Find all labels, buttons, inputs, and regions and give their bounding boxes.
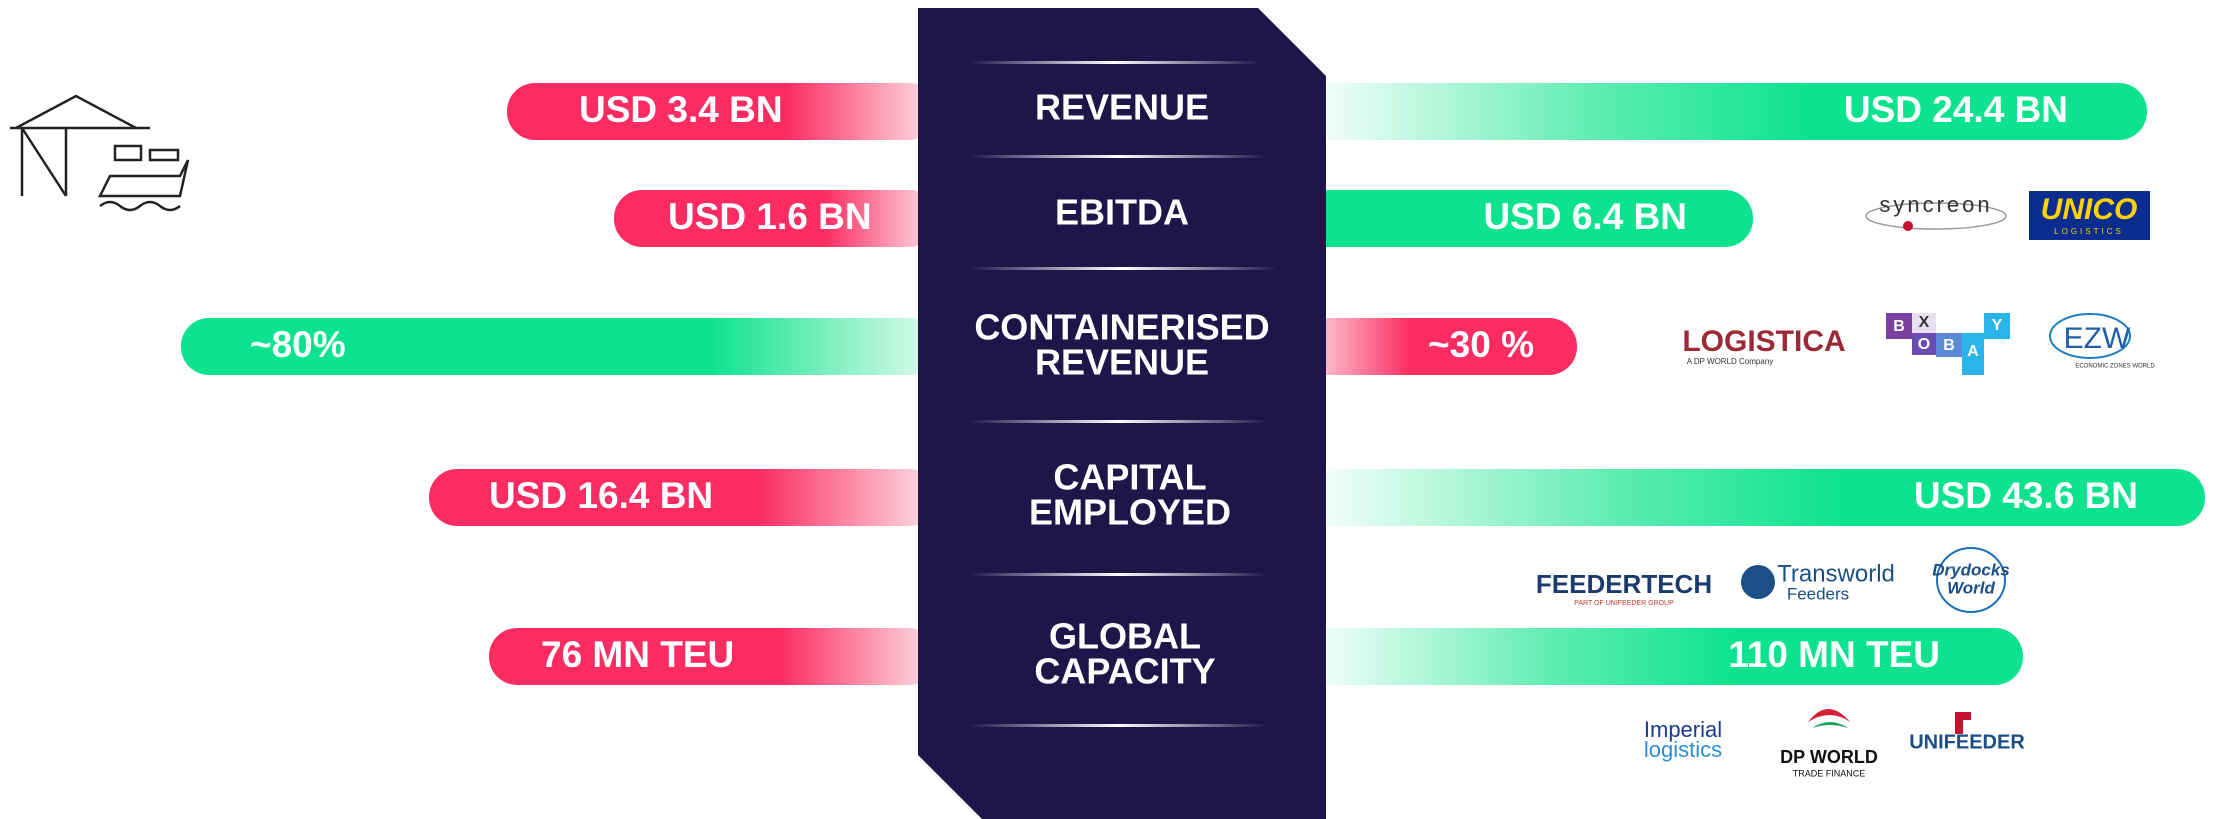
unico-box: [2029, 191, 2150, 240]
left-value: ~80%: [250, 324, 346, 365]
boxbay-cell: [1962, 333, 1984, 375]
left-value: USD 1.6 BN: [668, 196, 872, 237]
dividers: [968, 61, 1278, 727]
logo-imperial: Imperial: [1644, 717, 1722, 742]
left-bar: [507, 83, 937, 140]
logo-drydocks: World: [1947, 578, 1995, 597]
right-bar: [1300, 469, 2205, 526]
logo-transworld-sub: Feeders: [1787, 584, 1849, 603]
logo-feedertech: FEEDERTECH: [1536, 569, 1712, 599]
boxbay-letter: Y: [1992, 317, 2003, 334]
transworld-icon: [1741, 565, 1775, 599]
logo-feedertech-sub: PART OF UNIFEEDER GROUP: [1574, 600, 1674, 607]
logo-boxbay: B O X B A Y: [1886, 313, 2010, 375]
right-bar: [1300, 190, 1753, 247]
logo-unifeeder: UNIFEEDER: [1909, 731, 2025, 753]
boxbay-cell: [1984, 313, 2010, 339]
unifeeder-icon: [1955, 712, 1971, 734]
right-value: USD 6.4 BN: [1483, 196, 1687, 237]
left-bar: [181, 318, 937, 375]
row-label: GLOBAL: [1049, 616, 1201, 657]
right-value: USD 43.6 BN: [1914, 475, 2138, 516]
logo-logistica-sub: A DP WORLD Company: [1687, 357, 1774, 366]
row-label: EMPLOYED: [1029, 492, 1231, 533]
boxbay-letter: B: [1943, 337, 1955, 354]
row-label: EBITDA: [1055, 192, 1189, 233]
boxbay-cell: [1912, 313, 1936, 333]
dpworld-icon: [1808, 709, 1850, 722]
boxbay-cell: [1912, 333, 1936, 355]
logo-logistica: LOGISTICA: [1682, 325, 1845, 358]
row-label: REVENUE: [1035, 87, 1209, 128]
syncreon-dot: [1903, 221, 1913, 231]
logo-dpworld: DP WORLD: [1780, 747, 1878, 767]
left-value: USD 3.4 BN: [579, 89, 783, 130]
left-bar: [489, 628, 937, 685]
right-bar: [1300, 628, 2023, 685]
logo-dpworld-sub: TRADE FINANCE: [1793, 768, 1866, 778]
logos: syncreon UNICO LOGISTICS LOGISTICA A DP …: [1536, 191, 2155, 778]
logo-ezw-sub: ECONOMIC ZONES WORLD: [2075, 364, 2155, 370]
logo-unico: UNICO: [2041, 193, 2138, 226]
left-value: 76 MN TEU: [541, 634, 734, 675]
boxbay-letter: B: [1893, 318, 1905, 335]
left-value: USD 16.4 BN: [489, 475, 713, 516]
left-bar: [614, 190, 937, 247]
syncreon-swoosh: [1865, 202, 2007, 230]
logo-imperial: logistics: [1644, 737, 1722, 762]
boxbay-letter: O: [1918, 336, 1930, 353]
drydocks-ring: [1936, 547, 2006, 613]
logo-unico-sub: LOGISTICS: [2054, 227, 2124, 236]
boxbay-letter: X: [1919, 314, 1930, 331]
dpworld-icon: [1812, 722, 1848, 728]
logo-syncreon: syncreon: [1879, 192, 1992, 217]
right-value: 110 MN TEU: [1728, 634, 1940, 675]
row-label: CAPACITY: [1034, 651, 1215, 692]
right-value: USD 24.4 BN: [1844, 89, 2068, 130]
ezw-ring: [2049, 313, 2131, 359]
row-label: REVENUE: [1035, 342, 1209, 383]
right-bar: [1300, 318, 1577, 375]
boxbay-cell: [1886, 313, 1912, 339]
crane-ship-icon: [10, 94, 190, 212]
left-bar: [429, 469, 937, 526]
center-panel: [918, 8, 1326, 819]
row-label: CAPITAL: [1053, 457, 1206, 498]
row-label: CONTAINERISED: [974, 307, 1269, 348]
logo-drydocks: Drydocks: [1932, 560, 2009, 579]
logo-transworld: Transworld: [1777, 560, 1895, 587]
boxbay-cell: [1936, 333, 1962, 357]
right-value: ~30 %: [1428, 324, 1534, 365]
right-bar: [1300, 83, 2147, 140]
logo-ezw: EZW: [2064, 322, 2131, 355]
boxbay-letter: A: [1967, 343, 1979, 360]
